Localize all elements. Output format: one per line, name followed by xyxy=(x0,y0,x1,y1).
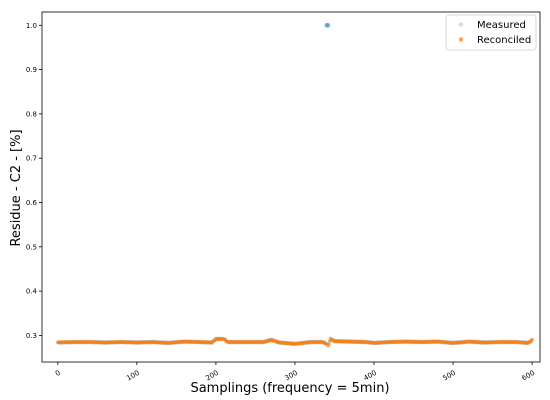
x-tick-label: 500 xyxy=(441,369,457,383)
x-tick-label: 100 xyxy=(125,369,141,383)
reconciled-point xyxy=(530,337,534,341)
legend-label-measured: Measured xyxy=(477,20,526,31)
measured-outlier-point xyxy=(324,22,329,28)
y-tick-label: 1.0 xyxy=(26,22,37,30)
x-tick-label: 0 xyxy=(54,369,62,378)
y-tick-label: 0.6 xyxy=(26,199,38,207)
legend: Measured Reconciled xyxy=(445,14,537,51)
y-tick-label: 0.8 xyxy=(26,110,37,118)
measured-outlier-point xyxy=(325,22,330,28)
x-axis-label: Samplings (frequency = 5min) xyxy=(190,381,389,396)
x-axis-ticks: 0 100 200 300 400 500 600 xyxy=(54,362,536,382)
y-tick-label: 0.4 xyxy=(26,288,38,296)
y-tick-label: 0.9 xyxy=(26,66,37,74)
y-tick-label: 0.3 xyxy=(26,332,37,340)
legend-marker-measured xyxy=(458,22,464,27)
y-tick-label: 0.5 xyxy=(26,243,37,251)
y-tick-label: 0.7 xyxy=(26,155,37,163)
legend-label-reconciled: Reconciled xyxy=(477,35,531,46)
measured-series xyxy=(55,22,535,347)
measured-outlier-point xyxy=(325,22,331,28)
plot-frame xyxy=(41,11,541,363)
legend-marker-reconciled xyxy=(458,37,464,42)
x-tick-label: 600 xyxy=(521,369,537,383)
plot-area xyxy=(41,11,541,363)
y-axis-ticks: 0.3 0.4 0.5 0.6 0.7 0.8 0.9 1.0 xyxy=(26,22,42,340)
legend-box xyxy=(445,14,537,51)
reconciled-series xyxy=(56,336,534,348)
reconciled-point xyxy=(327,342,331,346)
y-axis-label: Residue - C2 - [%] xyxy=(9,129,24,246)
